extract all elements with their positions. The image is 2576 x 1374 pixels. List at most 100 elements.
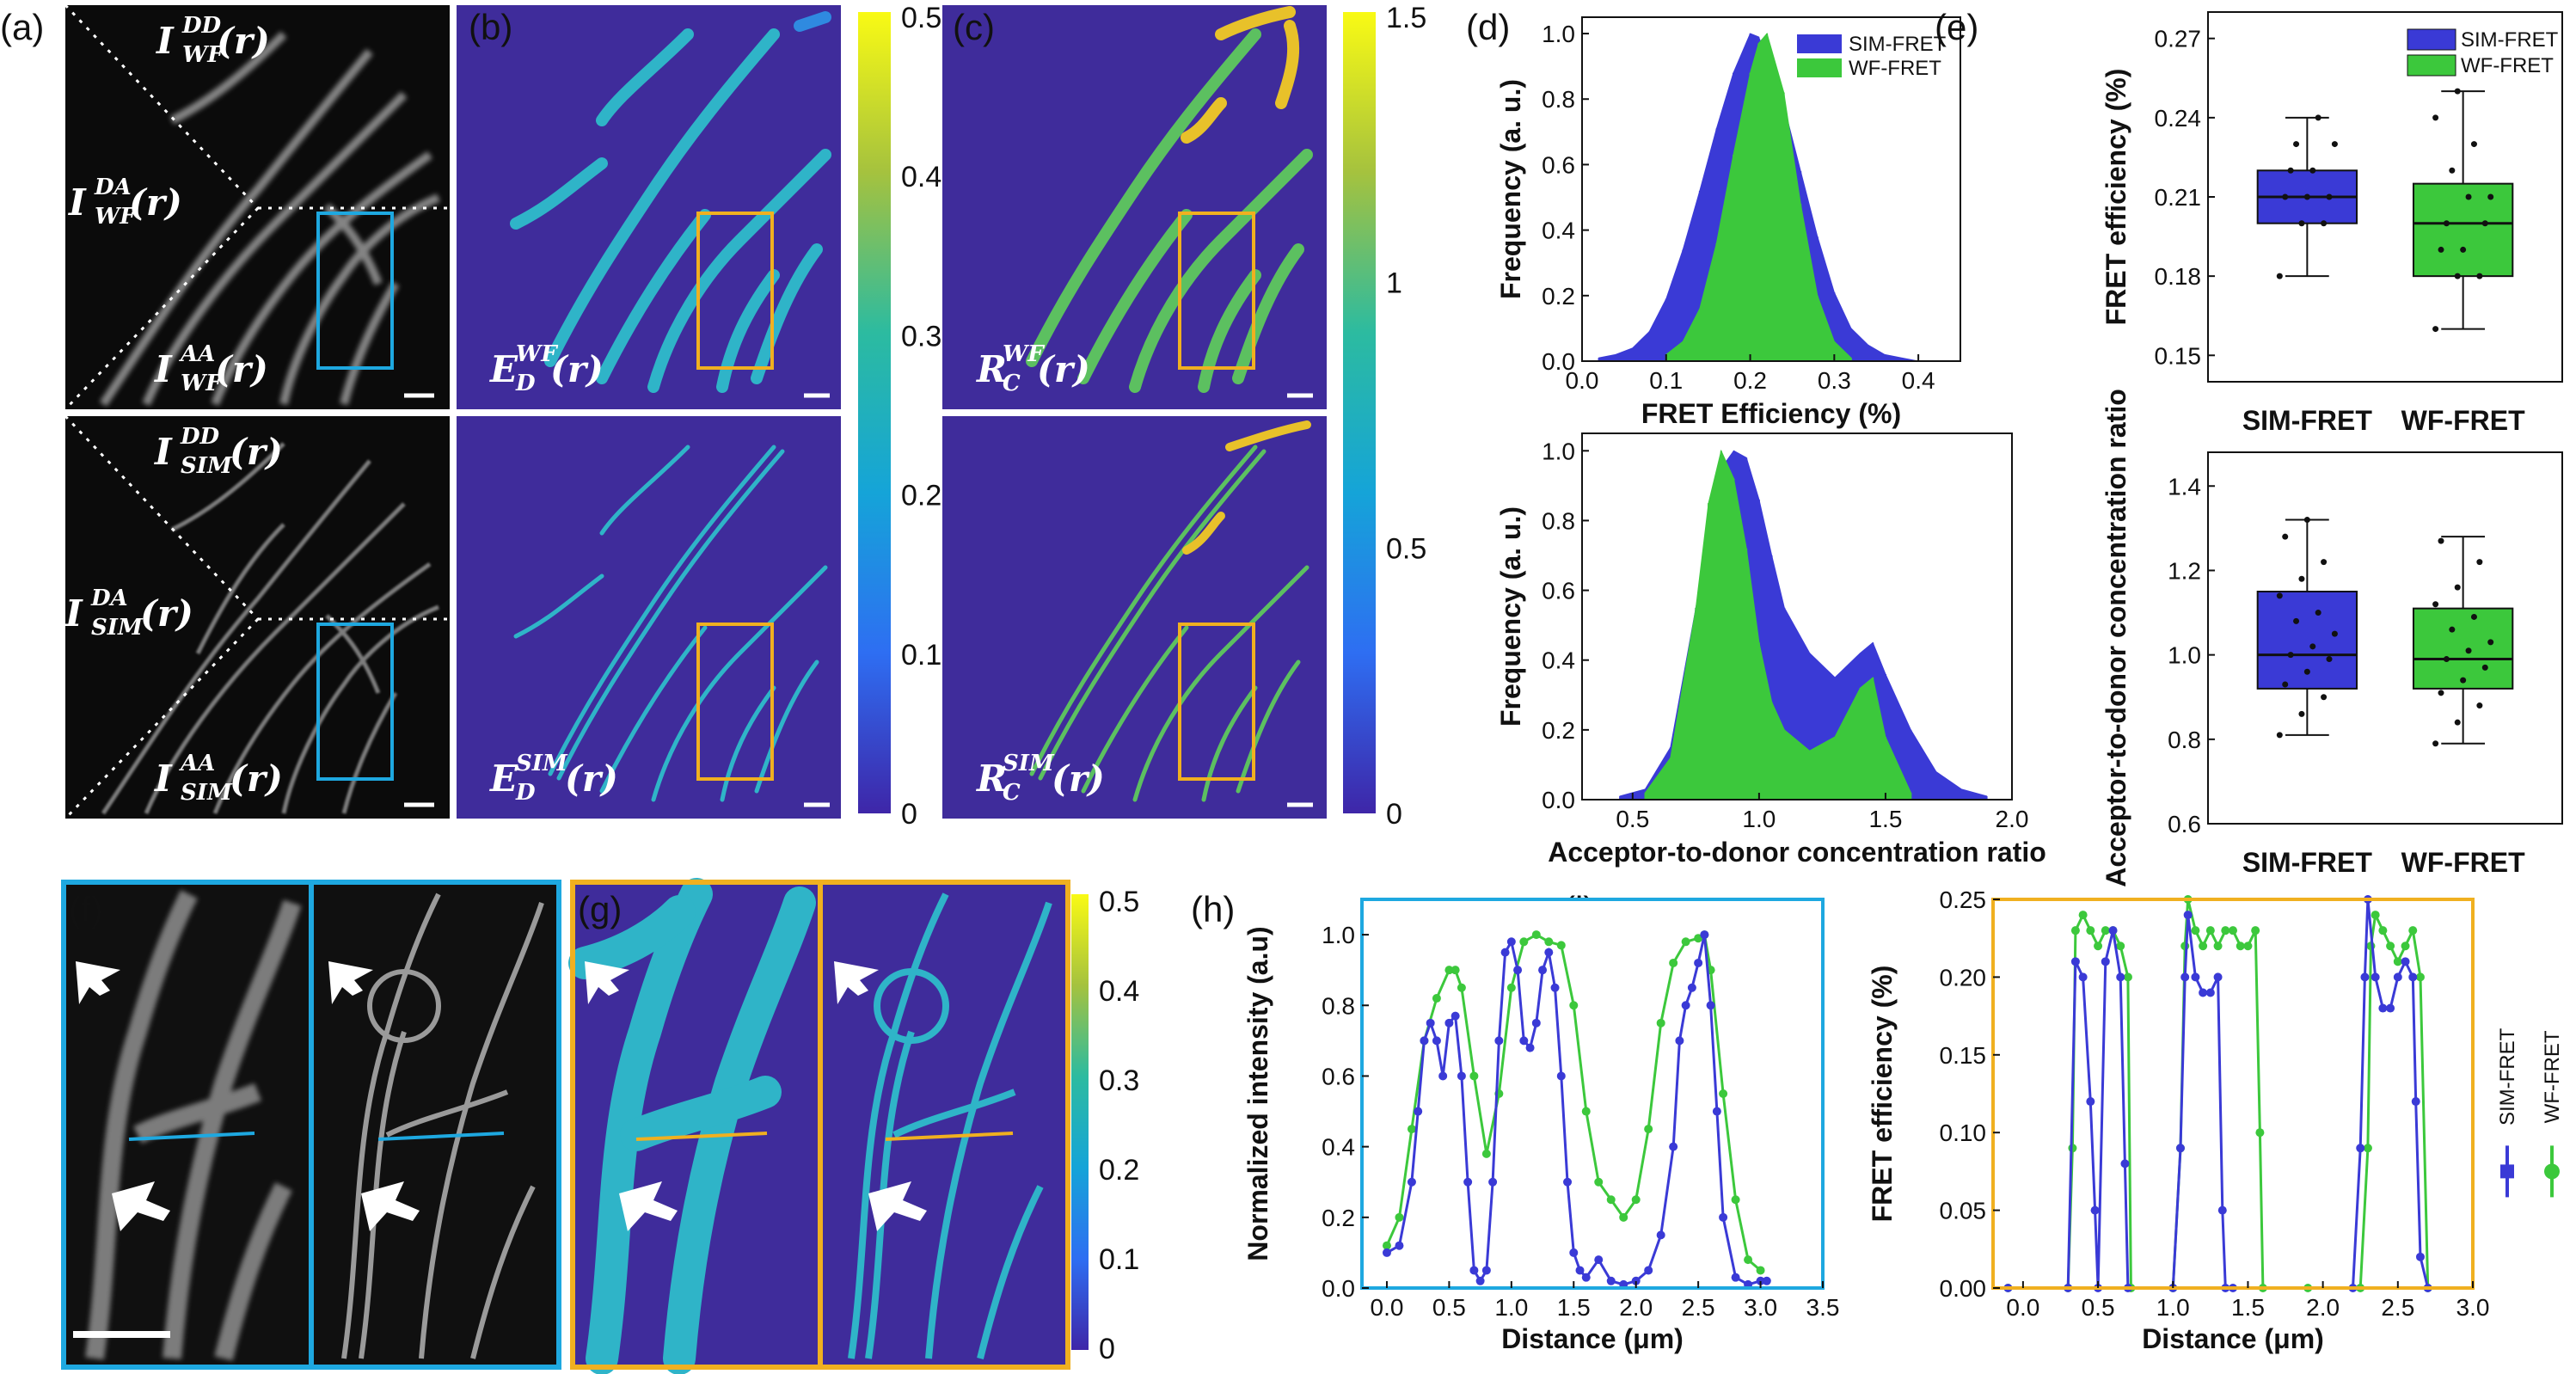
line-point <box>2199 942 2208 951</box>
charts: 0.0 0.1 0.2 0.3 0.4 0.0 0.2 0.4 0.6 0.8 1.0 FRET Ef… <box>1242 11 2564 1354</box>
colorbar-tick: 0.1 <box>1099 1243 1139 1276</box>
overlay-sup: DD <box>181 13 222 39</box>
line-point <box>2408 972 2418 982</box>
line-point <box>1606 1195 1616 1205</box>
x-tick-label: 1.0 <box>1742 806 1776 832</box>
hist-bar <box>1859 688 1861 800</box>
line-point <box>1563 1177 1573 1187</box>
line-point <box>2191 972 2200 982</box>
y-tick-label: 0.0 <box>1542 787 1575 813</box>
data-point <box>2282 193 2289 200</box>
hist-bar <box>1665 298 1667 361</box>
x-tick-label: 0.4 <box>1902 367 1935 394</box>
legend-swatch <box>1797 34 1842 53</box>
y-tick-label: 0.10 <box>1940 1119 1987 1146</box>
colorbar-tick: 0.5 <box>1386 532 1426 565</box>
line-point <box>1438 1071 1448 1081</box>
line-point <box>2205 926 2215 935</box>
hist-bar <box>1872 678 1874 800</box>
line-point <box>1669 958 1678 967</box>
chart-i: 0.0 0.5 1.0 1.5 2.0 2.5 3.0 0.00 0.05 0.10 0.15 0.2… <box>1867 886 2564 1354</box>
hist-bar <box>1833 292 1836 361</box>
x-tick-label: 0.5 <box>2082 1294 2115 1321</box>
line-point <box>1481 1266 1491 1275</box>
line-point <box>1681 937 1690 947</box>
panel-label-h: (h) <box>1191 889 1235 929</box>
line-point <box>2070 926 2080 935</box>
roi-box-orange <box>696 623 774 781</box>
colorbar-small <box>1071 894 1089 1350</box>
hist-bar <box>1720 451 1722 800</box>
hist-bar <box>1733 478 1735 800</box>
x-axis-label: Distance (μm) <box>2142 1323 2324 1354</box>
hist-bar <box>1619 795 1622 800</box>
x-tick-label: 1.5 <box>1868 806 1902 832</box>
line-point <box>2116 942 2125 951</box>
hist-bar <box>1749 72 1751 361</box>
overlay-sub: C <box>1003 371 1021 396</box>
hist-bar <box>1867 344 1869 361</box>
line-point <box>2108 926 2118 935</box>
panel-g <box>568 878 1070 1374</box>
y-tick-label: 0.2 <box>1322 1205 1355 1231</box>
data-point <box>2443 656 2450 663</box>
overlay-sub: WF <box>182 42 224 68</box>
overlay-main: E <box>489 758 518 800</box>
line-point <box>2191 926 2200 935</box>
line-point <box>1506 937 1516 947</box>
line-point <box>2116 972 2125 982</box>
data-point <box>2476 702 2483 709</box>
line-point <box>2123 972 2132 982</box>
hist-bar <box>1615 354 1617 361</box>
hist-bar <box>1644 792 1647 800</box>
line-point <box>1594 1255 1604 1265</box>
colorbar-tick: 1 <box>1386 267 1402 300</box>
line-point <box>1475 1276 1485 1285</box>
x-tick-label: 0.0 <box>1566 367 1599 394</box>
x-tick-label: 1.0 <box>2156 1294 2190 1321</box>
data-point <box>2454 584 2461 591</box>
line-point <box>2356 1144 2365 1153</box>
line-point <box>2378 1003 2388 1013</box>
plot-frame <box>2207 451 2563 825</box>
overlay-sub: D <box>515 371 536 396</box>
line-point <box>1494 1036 1504 1046</box>
panel-b-top <box>457 5 841 409</box>
line-point <box>2213 972 2223 982</box>
line-point <box>2371 911 2380 920</box>
colorbar-tick: 0 <box>901 798 917 831</box>
x-tick-label: 0.0 <box>1371 1294 1404 1321</box>
colorbar-tick: 0.2 <box>901 480 941 512</box>
overlay-sub: WF <box>95 204 137 230</box>
overlay-sub: D <box>515 780 536 806</box>
legend-marker <box>2544 1163 2560 1180</box>
data-point <box>2309 643 2316 650</box>
panel-b-bottom <box>457 416 841 819</box>
hist-bar <box>1733 155 1734 361</box>
panel-a-top <box>64 3 450 411</box>
x-tick-label: 2.0 <box>1619 1294 1653 1321</box>
legend-swatch <box>2407 28 2456 51</box>
legend-swatch <box>2407 54 2456 77</box>
hist-bar <box>1770 702 1773 800</box>
x-tick-label: 3.0 <box>2456 1294 2490 1321</box>
hist-bar <box>1757 43 1760 361</box>
overlay-sup: DD <box>180 424 220 450</box>
arrow-icon <box>361 1181 420 1231</box>
line-point <box>2101 957 2110 966</box>
overlay-label-wf_aa: I AA WF(r) <box>154 341 268 396</box>
y-axis-label: FRET efficiency (%) <box>2101 69 2131 326</box>
hist-bar <box>1816 295 1819 361</box>
line-point <box>1675 1036 1684 1046</box>
line-point <box>2243 942 2253 951</box>
line-point <box>1519 1036 1529 1046</box>
overlay-main: I <box>154 431 173 473</box>
line-point <box>2255 1128 2265 1138</box>
colorbar-ratio-ticks: 1.5 1 0.5 0 <box>1386 2 1426 831</box>
line-point <box>1457 1071 1466 1081</box>
x-tick-label: 0.0 <box>2006 1294 2039 1321</box>
line-point <box>1556 941 1566 950</box>
line-point <box>1606 1276 1616 1285</box>
line-point <box>1762 1276 1771 1285</box>
